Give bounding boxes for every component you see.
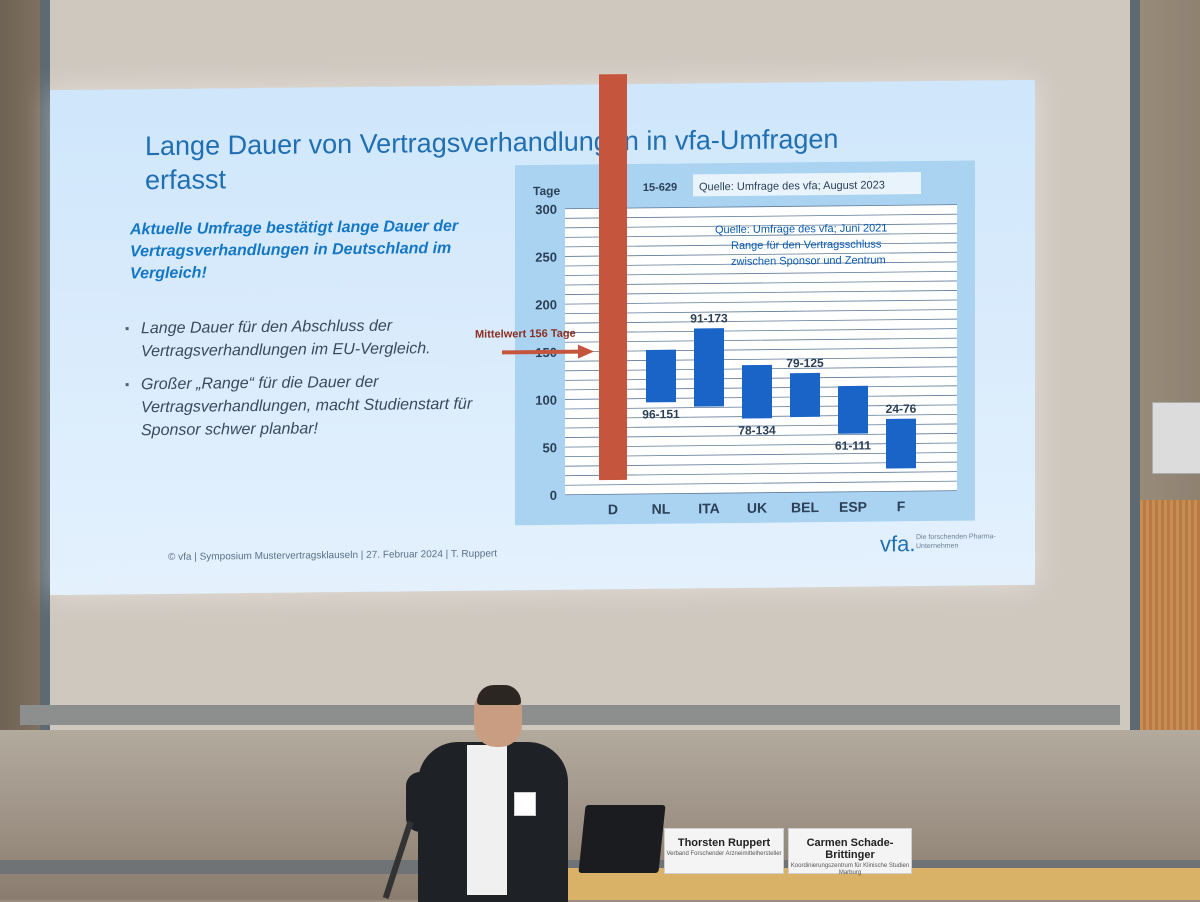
y-tick-label: 50 bbox=[543, 440, 557, 455]
grid-line bbox=[565, 213, 957, 219]
range-label: 79-125 bbox=[786, 356, 824, 370]
vfa-logo: vfa. bbox=[880, 531, 916, 557]
y-tick-label: 250 bbox=[535, 250, 557, 265]
range-label: 61-111 bbox=[835, 438, 871, 452]
grid-line bbox=[565, 309, 957, 315]
vfa-logo-subtitle: Die forschenden Pharma-Unternehmen bbox=[916, 533, 996, 551]
grid-line bbox=[565, 480, 957, 486]
bar-ita bbox=[694, 328, 724, 407]
name-badge bbox=[514, 792, 536, 816]
nameplate-org: Verband Forschender Arzneimittelherstell… bbox=[666, 851, 782, 857]
speaker-hair bbox=[477, 685, 521, 705]
grid-line bbox=[565, 204, 957, 210]
bar-d bbox=[599, 74, 627, 481]
legend-line-1: Range für den Vertragsschluss bbox=[731, 238, 882, 252]
grid-line bbox=[565, 251, 957, 257]
legend-source: Quelle: Umfrage des vfa; Juni 2021 bbox=[715, 222, 887, 236]
bar-nl bbox=[646, 349, 676, 403]
y-tick-label: 300 bbox=[535, 202, 557, 217]
mean-arrow-line bbox=[502, 349, 580, 355]
nameplate-schade-brittinger: Carmen Schade-Brittinger Koordinierungsz… bbox=[788, 828, 912, 876]
x-tick-label: NL bbox=[652, 501, 671, 517]
grid-line bbox=[565, 299, 957, 305]
range-label: 24-76 bbox=[886, 402, 917, 416]
laptop bbox=[578, 805, 666, 873]
nameplate-org: Koordinierungszentrum für Klinische Stud… bbox=[790, 863, 910, 876]
bullet-list: Lange Dauer für den Abschluss der Vertra… bbox=[125, 313, 525, 452]
mean-annotation: Mittelwert 156 Tage bbox=[475, 328, 594, 359]
x-tick-label: BEL bbox=[791, 499, 819, 515]
screen-bottom-bar bbox=[20, 705, 1120, 725]
grid-line bbox=[565, 261, 957, 267]
nameplate-ruppert: Thorsten Ruppert Verband Forschender Arz… bbox=[664, 828, 784, 874]
grid-line bbox=[565, 318, 957, 324]
y-axis-label: Tage bbox=[533, 184, 560, 198]
grid-line bbox=[565, 280, 957, 286]
x-tick-label: UK bbox=[747, 500, 767, 516]
range-label: 78-134 bbox=[738, 423, 776, 437]
nameplate-name: Thorsten Ruppert bbox=[677, 837, 771, 849]
x-tick-label: ITA bbox=[698, 500, 720, 516]
bar-uk bbox=[742, 364, 772, 419]
y-tick-label: 0 bbox=[550, 488, 557, 503]
legend-line-2: zwischen Sponsor und Zentrum bbox=[731, 254, 886, 268]
grid-line bbox=[565, 490, 957, 496]
loudspeaker bbox=[1152, 402, 1200, 474]
chart-area: 050100150200250300 15-62996-15191-17378-… bbox=[515, 74, 975, 526]
x-tick-label: D bbox=[608, 501, 618, 517]
mean-arrow-head bbox=[578, 344, 594, 359]
grid-line bbox=[565, 347, 957, 353]
source-top: Quelle: Umfrage des vfa; August 2023 bbox=[699, 179, 885, 193]
range-label: 96-151 bbox=[642, 407, 680, 421]
bullet-item: Lange Dauer für den Abschluss der Vertra… bbox=[125, 313, 525, 363]
grid-line bbox=[565, 270, 957, 276]
bar-esp bbox=[838, 385, 868, 434]
mean-annotation-label: Mittelwert 156 Tage bbox=[475, 328, 576, 341]
grid-line bbox=[565, 337, 957, 343]
speaker-shirt bbox=[467, 745, 507, 895]
nameplate-name: Carmen Schade-Brittinger bbox=[806, 837, 894, 861]
source-top-box bbox=[693, 172, 921, 197]
x-tick-label: ESP bbox=[839, 499, 867, 515]
range-label: 15-629 bbox=[643, 182, 677, 194]
slide-footer: © vfa | Symposium Mustervertragsklauseln… bbox=[168, 548, 498, 563]
grid-line bbox=[565, 232, 957, 238]
grid-line bbox=[565, 242, 957, 248]
grid-line bbox=[565, 471, 957, 477]
grid-line bbox=[565, 328, 957, 334]
grid-line bbox=[565, 223, 957, 229]
grid-line bbox=[565, 356, 957, 362]
range-label: 91-173 bbox=[690, 311, 728, 325]
bar-bel bbox=[790, 372, 820, 418]
y-tick-label: 200 bbox=[535, 297, 557, 312]
slide-subtitle: Aktuelle Umfrage bestätigt lange Dauer d… bbox=[130, 217, 459, 283]
y-tick-label: 100 bbox=[535, 393, 557, 408]
bullet-item: Großer „Range“ für die Dauer der Vertrag… bbox=[125, 369, 525, 442]
bar-f bbox=[886, 418, 916, 469]
slide: Lange Dauer von Vertragsverhandlungen in… bbox=[50, 74, 1035, 596]
range-bar-chart: 050100150200250300 15-62996-15191-17378-… bbox=[533, 74, 957, 517]
grid-line bbox=[565, 290, 957, 295]
x-tick-label: F bbox=[897, 498, 906, 514]
